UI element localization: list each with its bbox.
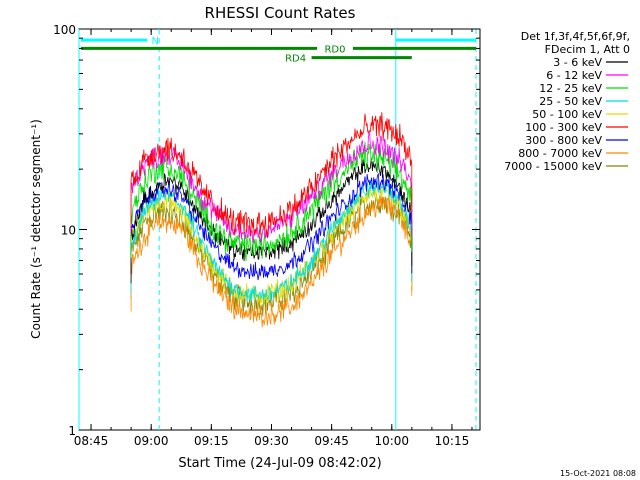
- series-line-4: [130, 180, 413, 306]
- legend-item: 7000 - 15000 keV: [504, 160, 628, 173]
- y-axis-label: Count Rate (s⁻¹ detector segment⁻¹): [29, 119, 43, 339]
- annotation-layer: N RD0 RD4: [81, 36, 476, 65]
- y-tick: 1: [68, 424, 480, 438]
- x-tick-label: 10:00: [374, 434, 409, 448]
- legend-item: 800 - 7000 keV: [518, 147, 628, 160]
- x-tick-label: 10:15: [435, 434, 470, 448]
- legend-label: 100 - 300 keV: [525, 121, 602, 134]
- legend-label: 25 - 50 keV: [539, 95, 602, 108]
- y-tick: 100: [53, 23, 480, 37]
- series-line-0: [130, 157, 413, 284]
- state-bar-label: N: [151, 36, 158, 47]
- y-tick-label: 10: [61, 224, 76, 238]
- x-tick-label: 08:45: [74, 434, 109, 448]
- legend-label: 800 - 7000 keV: [518, 147, 602, 160]
- legend-item: 50 - 100 keV: [532, 108, 628, 121]
- legend-header: FDecim 1, Att 0: [545, 43, 630, 56]
- legend: Det 1f,3f,4f,5f,6f,9f,FDecim 1, Att 03 -…: [504, 30, 630, 173]
- legend-item: 3 - 6 keV: [553, 56, 628, 69]
- legend-item: 12 - 25 keV: [539, 82, 628, 95]
- state-bar: RD4: [285, 54, 412, 65]
- series-layer: [130, 112, 413, 328]
- axes: 08:45 09:00 09:15 09:30 09:45 10:00 10:15 1 10 10…: [53, 23, 480, 448]
- legend-header: Det 1f,3f,4f,5f,6f,9f,: [521, 30, 630, 43]
- legend-item: 6 - 12 keV: [546, 69, 628, 82]
- y-tick: 10: [61, 224, 480, 238]
- legend-item: 100 - 300 keV: [525, 121, 628, 134]
- x-tick-label: 09:45: [314, 434, 349, 448]
- series-line-6: [130, 173, 413, 281]
- y-tick-label: 100: [53, 23, 76, 37]
- x-axis-label: Start Time (24-Jul-09 08:42:02): [178, 456, 381, 471]
- series-line-7: [130, 194, 413, 328]
- state-bar: RD0: [81, 44, 476, 55]
- x-tick-label: 09:00: [134, 434, 169, 448]
- legend-item: 300 - 800 keV: [525, 134, 628, 147]
- state-bar-label: RD4: [285, 54, 306, 65]
- timestamp: 15-Oct-2021 08:08: [560, 469, 636, 478]
- legend-label: 7000 - 15000 keV: [504, 160, 602, 173]
- legend-label: 12 - 25 keV: [539, 82, 602, 95]
- x-tick-label: 09:15: [194, 434, 229, 448]
- legend-label: 50 - 100 keV: [532, 108, 602, 121]
- state-bar-label: RD0: [324, 44, 345, 55]
- series-line-1: [130, 131, 413, 244]
- chart-title: RHESSI Count Rates: [205, 4, 356, 22]
- x-tick-label: 09:30: [254, 434, 289, 448]
- legend-label: 300 - 800 keV: [525, 134, 602, 147]
- series-line-5: [130, 112, 413, 239]
- y-tick-label: 1: [68, 424, 76, 438]
- x-tick: 10:15: [435, 29, 470, 448]
- legend-label: 3 - 6 keV: [553, 56, 602, 69]
- series-line-3: [130, 178, 413, 303]
- state-bar: N: [81, 36, 159, 47]
- legend-item: 25 - 50 keV: [539, 95, 628, 108]
- legend-label: 6 - 12 keV: [546, 69, 602, 82]
- series-line-2: [130, 141, 413, 261]
- x-tick: 10:00: [374, 29, 409, 448]
